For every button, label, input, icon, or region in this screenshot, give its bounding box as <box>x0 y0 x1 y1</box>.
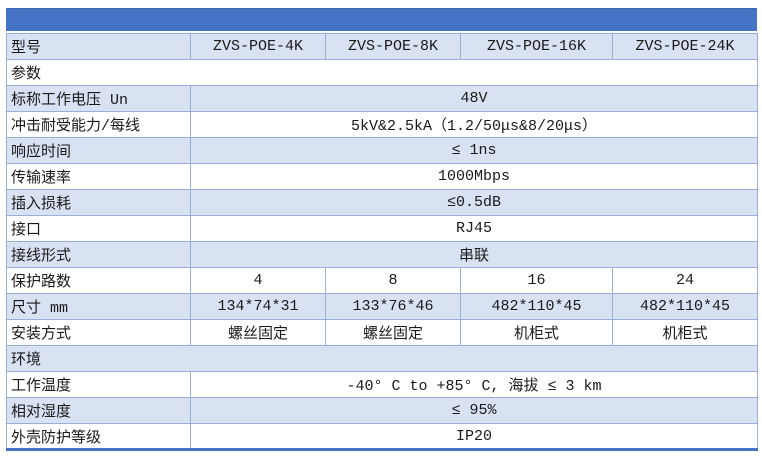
spec-label: 型号 <box>6 33 191 60</box>
spec-value: IP20 <box>190 423 758 450</box>
spec-value: ≤0.5dB <box>190 189 758 216</box>
table-row-protected-lines: 保护路数 4 8 16 24 <box>6 267 758 294</box>
spec-label: 工作温度 <box>6 371 191 398</box>
spec-label: 接线形式 <box>6 241 191 268</box>
spec-label: 响应时间 <box>6 137 191 164</box>
table-section-environment: 环境 <box>6 345 758 372</box>
table-row-surge-capacity: 冲击耐受能力/每线 5kV&2.5kA（1.2/50μs&8/20μs） <box>6 111 758 138</box>
spec-label: 外壳防护等级 <box>6 423 191 450</box>
table-row-operating-temperature: 工作温度 -40° C to +85° C, 海拔 ≤ 3 km <box>6 371 758 398</box>
spec-value: ≤ 1ns <box>190 137 758 164</box>
table-row-response-time: 响应时间 ≤ 1ns <box>6 137 758 164</box>
spec-label: 传输速率 <box>6 163 191 190</box>
table-row-transmission-rate: 传输速率 1000Mbps <box>6 163 758 190</box>
spec-value: 螺丝固定 <box>325 319 461 346</box>
table-section-parameters: 参数 <box>6 59 758 86</box>
spec-label: 插入损耗 <box>6 189 191 216</box>
table-row-ip-rating: 外壳防护等级 IP20 <box>6 423 758 450</box>
section-header: 环境 <box>6 345 758 372</box>
model-cell: ZVS-POE-24K <box>612 33 758 60</box>
spec-label: 保护路数 <box>6 267 191 294</box>
spec-label: 相对湿度 <box>6 397 191 424</box>
table-row-wiring-type: 接线形式 串联 <box>6 241 758 268</box>
spec-sheet: 型号 ZVS-POE-4K ZVS-POE-8K ZVS-POE-16K ZVS… <box>6 8 758 451</box>
spec-value: 134*74*31 <box>190 293 326 320</box>
model-cell: ZVS-POE-8K <box>325 33 461 60</box>
spec-value: 4 <box>190 267 326 294</box>
table-row-dimensions: 尺寸 mm 134*74*31 133*76*46 482*110*45 482… <box>6 293 758 320</box>
table-row-relative-humidity: 相对湿度 ≤ 95% <box>6 397 758 424</box>
spec-value: -40° C to +85° C, 海拔 ≤ 3 km <box>190 371 758 398</box>
spec-value: 1000Mbps <box>190 163 758 190</box>
table-title-bar <box>6 8 757 31</box>
table-row-nominal-voltage: 标称工作电压 Un 48V <box>6 85 758 112</box>
spec-value: 机柜式 <box>460 319 613 346</box>
spec-value: 螺丝固定 <box>190 319 326 346</box>
model-cell: ZVS-POE-4K <box>190 33 326 60</box>
model-cell: ZVS-POE-16K <box>460 33 613 60</box>
table-row-insertion-loss: 插入损耗 ≤0.5dB <box>6 189 758 216</box>
table-row-interface: 接口 RJ45 <box>6 215 758 242</box>
spec-label: 安装方式 <box>6 319 191 346</box>
spec-label: 尺寸 mm <box>6 293 191 320</box>
spec-label: 标称工作电压 Un <box>6 85 191 112</box>
spec-value: 133*76*46 <box>325 293 461 320</box>
spec-value: 482*110*45 <box>612 293 758 320</box>
spec-value: 24 <box>612 267 758 294</box>
spec-table: 型号 ZVS-POE-4K ZVS-POE-8K ZVS-POE-16K ZVS… <box>6 33 758 451</box>
table-row-model: 型号 ZVS-POE-4K ZVS-POE-8K ZVS-POE-16K ZVS… <box>6 33 758 60</box>
spec-value: 48V <box>190 85 758 112</box>
section-header: 参数 <box>6 59 758 86</box>
spec-value: RJ45 <box>190 215 758 242</box>
spec-value: 5kV&2.5kA（1.2/50μs&8/20μs） <box>190 111 758 138</box>
spec-label: 接口 <box>6 215 191 242</box>
spec-value: 8 <box>325 267 461 294</box>
spec-value: 482*110*45 <box>460 293 613 320</box>
spec-label: 冲击耐受能力/每线 <box>6 111 191 138</box>
spec-value: 16 <box>460 267 613 294</box>
table-row-mounting: 安装方式 螺丝固定 螺丝固定 机柜式 机柜式 <box>6 319 758 346</box>
spec-value: 串联 <box>190 241 758 268</box>
spec-value: ≤ 95% <box>190 397 758 424</box>
spec-value: 机柜式 <box>612 319 758 346</box>
